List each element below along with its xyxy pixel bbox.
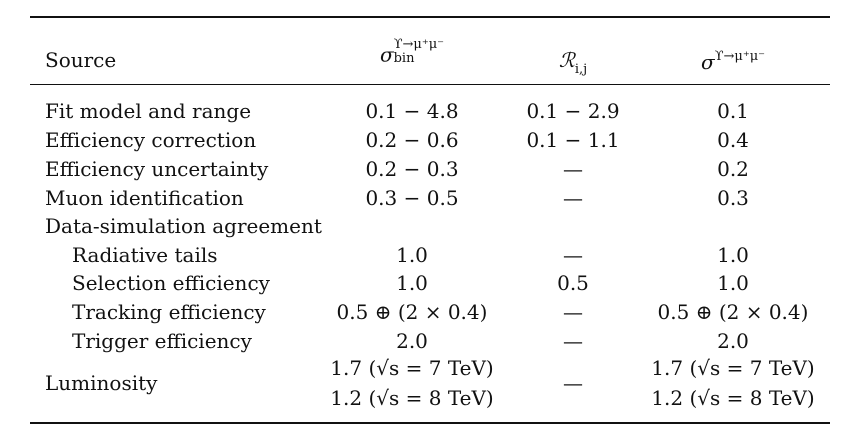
cell-ratio: — (563, 186, 583, 210)
header-source: Source (45, 48, 117, 72)
cell-sigma-bin: 1.0 (396, 243, 428, 267)
cell-sigma: 0.4 (717, 128, 749, 152)
header-ratio: ℛi,j (559, 50, 587, 76)
header-sigma-bin-scripts: ϒ→μ⁺μ⁻ bin (394, 38, 444, 65)
cell-sigma: 0.3 (717, 186, 749, 210)
cell-ratio: 0.1 − 2.9 (526, 99, 620, 123)
header-sigma-base: σ (700, 50, 715, 74)
cell-sigma-bin-7tev: 1.7 (√s = 7 TeV) (330, 356, 494, 380)
cell-sigma-bin: 0.1 − 4.8 (365, 99, 459, 123)
cell-sigma: 0.2 (717, 157, 749, 181)
cell-ratio: — (563, 371, 583, 395)
header-ratio-sub: i,j (574, 62, 588, 77)
cell-ratio: 0.1 − 1.1 (526, 128, 620, 152)
row-label: Trigger efficiency (72, 329, 252, 353)
header-sigma-bin-sup: ϒ→μ⁺μ⁻ (393, 37, 445, 52)
cell-sigma-bin: 0.2 − 0.3 (365, 157, 459, 181)
row-label: Selection efficiency (72, 271, 270, 295)
cell-sigma-bin: 0.3 − 0.5 (365, 186, 459, 210)
cell-sigma-7tev: 1.7 (√s = 7 TeV) (651, 356, 815, 380)
cell-sigma-bin-8tev: 1.2 (√s = 8 TeV) (330, 386, 494, 410)
cell-sigma: 1.0 (717, 243, 749, 267)
cell-sigma: 2.0 (717, 329, 749, 353)
cell-ratio: — (563, 157, 583, 181)
top-rule (30, 16, 830, 18)
cell-ratio: — (563, 300, 583, 324)
row-label: Data-simulation agreement (45, 214, 322, 238)
header-rule (30, 84, 830, 85)
row-label: Efficiency uncertainty (45, 157, 269, 181)
cell-sigma-bin: 0.2 − 0.6 (365, 128, 459, 152)
cell-sigma-bin: 0.5 ⊕ (2 × 0.4) (336, 300, 488, 324)
cell-sigma: 0.5 ⊕ (2 × 0.4) (657, 300, 809, 324)
bottom-rule (30, 422, 830, 424)
row-label: Radiative tails (72, 243, 218, 267)
header-sigma-bin-base: σ (379, 42, 394, 67)
cell-ratio: — (563, 329, 583, 353)
cell-sigma-8tev: 1.2 (√s = 8 TeV) (651, 386, 815, 410)
header-ratio-base: ℛ (558, 48, 575, 72)
header-sigma: σϒ→μ⁺μ⁻ (701, 50, 765, 72)
cell-sigma: 0.1 (717, 99, 749, 123)
header-sigma-bin: σ ϒ→μ⁺μ⁻ bin (380, 38, 444, 65)
cell-sigma-bin: 2.0 (396, 329, 428, 353)
cell-ratio: 0.5 (557, 271, 589, 295)
row-label: Fit model and range (45, 99, 252, 123)
row-label: Efficiency correction (45, 128, 257, 152)
cell-ratio: — (563, 243, 583, 267)
row-label: Luminosity (45, 371, 158, 395)
row-label: Muon identification (45, 186, 244, 210)
header-sigma-sup: ϒ→μ⁺μ⁻ (714, 49, 766, 64)
cell-sigma: 1.0 (717, 271, 749, 295)
header-sigma-bin-sub: bin (393, 50, 415, 66)
row-label: Tracking efficiency (72, 300, 266, 324)
cell-sigma-bin: 1.0 (396, 271, 428, 295)
